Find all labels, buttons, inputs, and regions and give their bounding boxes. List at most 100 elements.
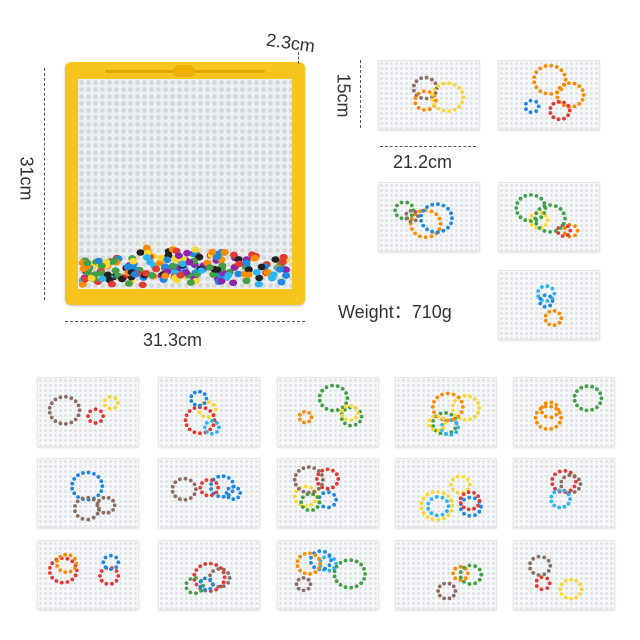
pattern-dot	[173, 480, 178, 485]
pattern-dot	[546, 569, 551, 573]
pattern-dot	[557, 488, 561, 493]
pattern-dot	[549, 404, 554, 409]
pattern-dot	[343, 421, 347, 426]
pattern-dot	[548, 111, 553, 115]
pattern-dot	[561, 211, 566, 216]
bead	[148, 272, 157, 279]
pattern-dot	[467, 495, 472, 500]
pattern-dot	[305, 508, 310, 512]
pattern-dot	[542, 572, 547, 577]
pattern-dot	[454, 420, 459, 425]
pattern-dot	[543, 401, 548, 406]
pattern-dot	[574, 479, 578, 484]
card-width-label: 21.2cm	[393, 152, 453, 172]
pattern-dot	[72, 491, 77, 496]
pattern-dot	[70, 481, 75, 486]
card-height-label: 15cm	[333, 73, 354, 118]
pattern-dot	[339, 417, 344, 421]
pattern-dot	[549, 427, 554, 431]
bead	[185, 258, 194, 266]
pattern-dot	[446, 504, 451, 509]
pattern-dot	[458, 564, 463, 569]
pattern-dot	[575, 389, 579, 393]
pattern-dot	[73, 504, 77, 508]
pattern-dot	[313, 553, 318, 557]
frame-depth-line	[298, 52, 309, 64]
pattern-dot	[211, 413, 216, 418]
pattern-dot	[200, 481, 204, 485]
pattern-card-fish	[158, 377, 260, 447]
pattern-dot	[452, 107, 457, 112]
pattern-dot	[297, 469, 301, 473]
pattern-dot	[201, 414, 205, 419]
pattern-dot	[450, 477, 455, 482]
pattern-dot	[192, 406, 197, 410]
pattern-dot	[58, 568, 63, 572]
pattern-dot	[559, 68, 564, 72]
pattern-dot	[536, 554, 541, 559]
pattern-dot	[433, 81, 438, 86]
pattern-dot	[436, 489, 441, 494]
pattern-dot	[353, 422, 358, 427]
pattern-dot	[344, 391, 348, 395]
pattern-dot	[429, 77, 434, 82]
pattern-dot	[226, 493, 231, 497]
helicopter-pattern	[524, 63, 586, 122]
pattern-dot	[334, 561, 338, 566]
shirt-pattern	[549, 469, 583, 510]
umbrella-pattern	[514, 193, 580, 239]
board-height-line	[44, 68, 45, 300]
pattern-dot	[97, 498, 101, 503]
ice-cream-pattern	[292, 465, 341, 512]
pattern-dot	[344, 401, 348, 405]
pattern-dot	[58, 395, 63, 400]
pattern-dot	[409, 203, 414, 208]
pattern-dot	[548, 230, 552, 234]
pattern-dot	[320, 403, 325, 408]
pattern-dot	[297, 486, 301, 491]
pattern-dot	[558, 207, 563, 211]
pattern-dot	[332, 502, 336, 507]
bead	[229, 251, 238, 259]
pattern-dot	[561, 103, 566, 108]
pattern-dot	[458, 496, 463, 501]
pattern-dot	[456, 425, 460, 430]
pattern-dot	[106, 510, 111, 515]
cat-pattern	[427, 391, 482, 437]
pattern-dot	[96, 493, 101, 498]
pattern-dot	[113, 396, 118, 400]
pattern-dot	[202, 392, 207, 396]
bead	[183, 249, 192, 257]
pattern-dot	[434, 513, 439, 518]
pattern-dot	[423, 235, 428, 240]
pattern-dot	[449, 211, 453, 215]
pattern-dot	[578, 592, 583, 596]
pattern-dot	[442, 596, 446, 601]
pattern-dot	[199, 588, 203, 593]
pattern-dot	[463, 576, 468, 581]
pattern-dot	[330, 408, 334, 413]
pattern-dot	[203, 576, 207, 581]
bead	[217, 277, 226, 285]
pattern-dot	[421, 208, 426, 213]
pattern-dot	[534, 99, 539, 104]
pattern-dot	[88, 409, 93, 414]
pattern-dot	[393, 208, 397, 213]
pattern-dot	[210, 478, 214, 482]
card-width-line	[380, 146, 476, 147]
pattern-dot	[430, 427, 435, 432]
pattern-dot	[548, 303, 552, 308]
pattern-dot	[543, 318, 548, 323]
pattern-dot	[95, 503, 100, 508]
pattern-dot	[430, 229, 435, 234]
pattern-dot	[236, 495, 241, 500]
pattern-dot	[208, 427, 213, 432]
pattern-dot	[453, 413, 457, 417]
pattern-dot	[301, 588, 306, 593]
pattern-dot	[306, 465, 311, 469]
pattern-dot	[93, 421, 98, 425]
pattern-dot	[572, 104, 577, 109]
pattern-dot	[416, 105, 421, 110]
pattern-dot	[440, 512, 445, 517]
pattern-dot	[301, 495, 305, 500]
